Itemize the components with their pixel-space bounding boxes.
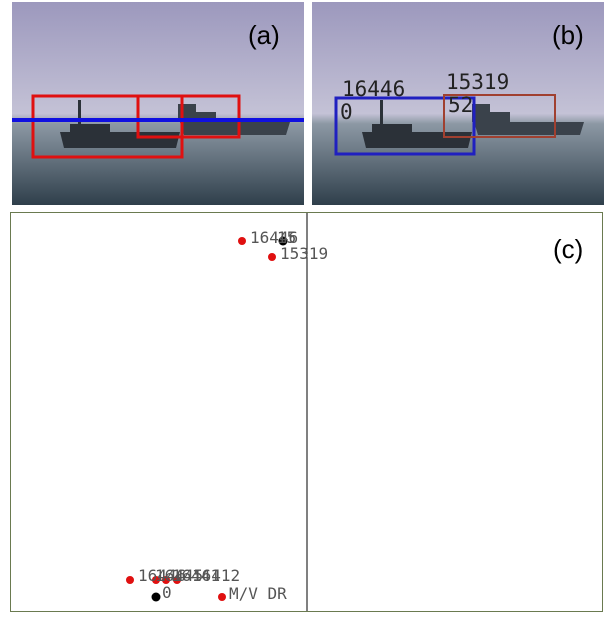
- point: [238, 237, 246, 245]
- track-id: 0: [340, 100, 353, 124]
- point-label: 16412: [192, 566, 240, 585]
- track-id: 15319: [446, 70, 509, 94]
- point: [268, 253, 276, 261]
- track-id: 52: [448, 93, 473, 117]
- point: [126, 576, 134, 584]
- point-label: M/V DR: [229, 584, 287, 603]
- panel-label: (c): [553, 234, 583, 264]
- figure: (a) 16446 15319 0 52 (b) (c) 16446 15 15…: [0, 0, 609, 617]
- track-id: 16446: [342, 77, 405, 101]
- panel-c: (c) 16446 15 15319 16446 16445 16441 164…: [11, 213, 603, 612]
- point: [218, 593, 226, 601]
- point: [152, 593, 161, 602]
- panel-label: (a): [248, 20, 280, 50]
- point-label: 15319: [280, 244, 328, 263]
- panel-a: (a): [12, 2, 304, 205]
- panel-label: (b): [552, 20, 584, 50]
- panel-b: 16446 15319 0 52 (b): [312, 2, 604, 205]
- point-label: 0: [162, 583, 172, 602]
